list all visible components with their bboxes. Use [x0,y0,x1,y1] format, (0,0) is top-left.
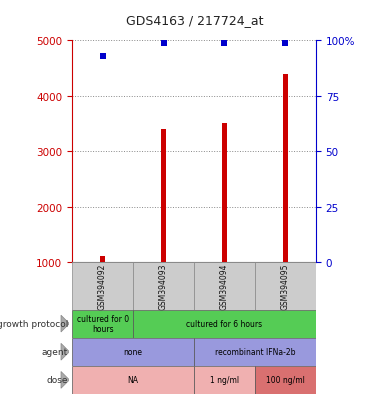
Text: GDS4163 / 217724_at: GDS4163 / 217724_at [126,14,264,27]
Text: 1 ng/ml: 1 ng/ml [210,375,239,385]
Bar [72,262,133,310]
Bar [133,310,316,338]
Text: cultured for 6 hours: cultured for 6 hours [186,319,262,328]
Text: NA: NA [128,375,138,385]
Bar [194,366,255,394]
Bar [222,124,227,262]
Bar [194,338,316,366]
Polygon shape [61,372,69,388]
Text: 100 ng/ml: 100 ng/ml [266,375,305,385]
Text: ■: ■ [76,412,85,413]
Bar [194,262,255,310]
Bar [72,338,194,366]
Text: GSM394094: GSM394094 [220,263,229,309]
Text: GSM394095: GSM394095 [281,263,290,309]
Bar [72,366,194,394]
Polygon shape [61,344,69,360]
Bar [255,262,316,310]
Bar [100,257,105,262]
Text: recombinant IFNa-2b: recombinant IFNa-2b [215,347,295,356]
Bar [72,310,133,338]
Bar [283,74,288,262]
Text: count: count [94,412,119,413]
Text: dose: dose [47,375,68,385]
Bar [161,130,166,262]
Polygon shape [61,316,69,332]
Text: cultured for 0
hours: cultured for 0 hours [76,314,129,333]
Text: GSM394092: GSM394092 [98,263,107,309]
Text: none: none [124,347,143,356]
Bar [133,262,194,310]
Text: agent: agent [42,347,68,356]
Bar [255,366,316,394]
Text: GSM394093: GSM394093 [159,263,168,309]
Text: growth protocol: growth protocol [0,319,68,328]
